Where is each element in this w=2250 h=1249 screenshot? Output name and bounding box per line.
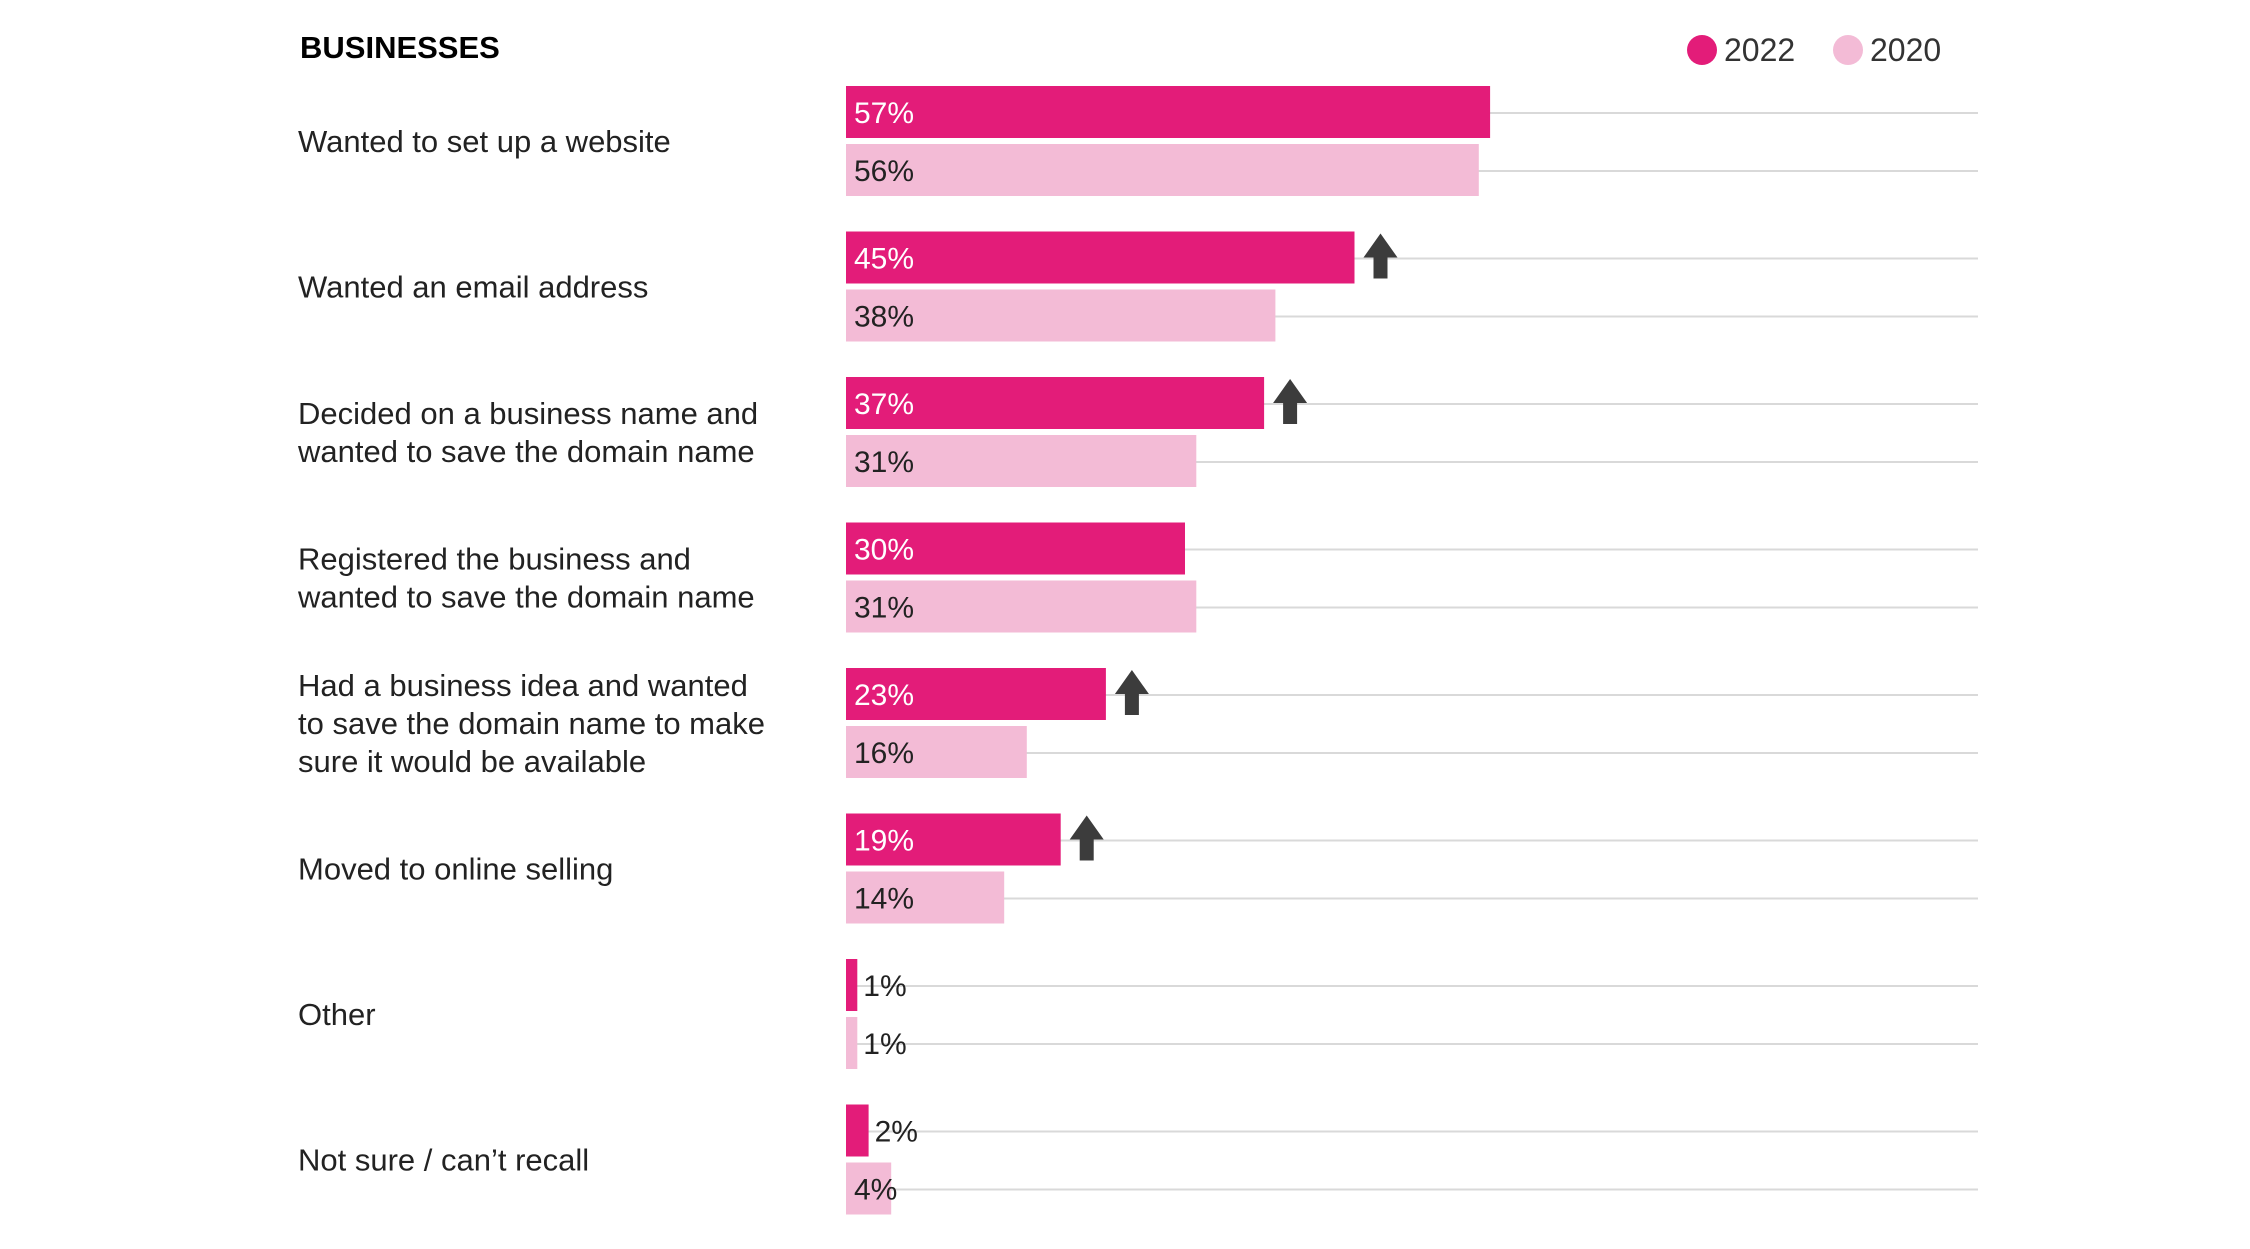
data-label: 14% bbox=[854, 883, 914, 916]
bar-2020-3 bbox=[846, 580, 1197, 633]
bar-2022-7 bbox=[846, 1104, 869, 1157]
category-label: Wanted an email address bbox=[298, 270, 648, 305]
legend-label-2022: 2022 bbox=[1724, 32, 1795, 68]
category-label: wanted to save the domain name bbox=[297, 580, 755, 615]
bar-2022-6 bbox=[846, 959, 858, 1011]
up-arrow-icon bbox=[1273, 379, 1308, 424]
up-arrow-icon bbox=[1114, 670, 1149, 715]
up-arrow-icon bbox=[1069, 815, 1104, 861]
category-label: Other bbox=[298, 997, 376, 1032]
bar-2022-3 bbox=[846, 522, 1185, 575]
category-label: Not sure / can’t recall bbox=[298, 1143, 589, 1178]
data-label: 57% bbox=[854, 97, 914, 130]
data-label: 37% bbox=[854, 388, 914, 421]
category-label: to save the domain name to make bbox=[298, 706, 765, 741]
category-label: Had a business idea and wanted bbox=[298, 668, 748, 703]
data-label: 45% bbox=[854, 243, 914, 276]
data-label: 38% bbox=[854, 301, 914, 334]
bar-2020-6 bbox=[846, 1017, 858, 1069]
category-label: sure it would be available bbox=[298, 744, 646, 779]
bar-2020-5 bbox=[846, 871, 1005, 924]
legend: 2022 2020 bbox=[1687, 32, 1941, 68]
bar-2020-1 bbox=[846, 289, 1276, 342]
bar-2022-2 bbox=[846, 377, 1265, 429]
data-label: 31% bbox=[854, 592, 914, 625]
legend-swatch-2022 bbox=[1687, 35, 1717, 65]
plot-area: Wanted to set up a website 57% 56% Wanted a… bbox=[297, 86, 1978, 1215]
data-label: 1% bbox=[863, 1028, 906, 1061]
data-label: 31% bbox=[854, 446, 914, 479]
data-label: 56% bbox=[854, 155, 914, 188]
data-label: 16% bbox=[854, 737, 914, 770]
bar-2020-4 bbox=[846, 726, 1027, 778]
up-arrow-icon bbox=[1363, 233, 1398, 279]
category-label: Moved to online selling bbox=[298, 852, 613, 887]
category-label: wanted to save the domain name bbox=[297, 434, 755, 469]
data-label: 23% bbox=[854, 679, 914, 712]
category-label: Registered the business and bbox=[298, 542, 691, 577]
legend-swatch-2020 bbox=[1833, 35, 1863, 65]
legend-label-2020: 2020 bbox=[1870, 32, 1941, 68]
data-label: 4% bbox=[854, 1174, 897, 1207]
bar-2022-0 bbox=[846, 86, 1491, 138]
category-label: Decided on a business name and bbox=[298, 396, 758, 431]
bar-2020-7 bbox=[846, 1162, 892, 1215]
bar-2022-1 bbox=[846, 231, 1355, 284]
category-label: Wanted to set up a website bbox=[298, 124, 671, 159]
data-label: 30% bbox=[854, 534, 914, 567]
bar-2022-4 bbox=[846, 668, 1106, 720]
data-label: 2% bbox=[875, 1116, 918, 1149]
bar-2022-5 bbox=[846, 813, 1061, 866]
bar-2020-2 bbox=[846, 435, 1197, 487]
bar-2020-0 bbox=[846, 144, 1479, 196]
chart-title: BUSINESSES bbox=[300, 30, 500, 65]
data-label: 19% bbox=[854, 825, 914, 858]
data-label: 1% bbox=[863, 970, 906, 1003]
